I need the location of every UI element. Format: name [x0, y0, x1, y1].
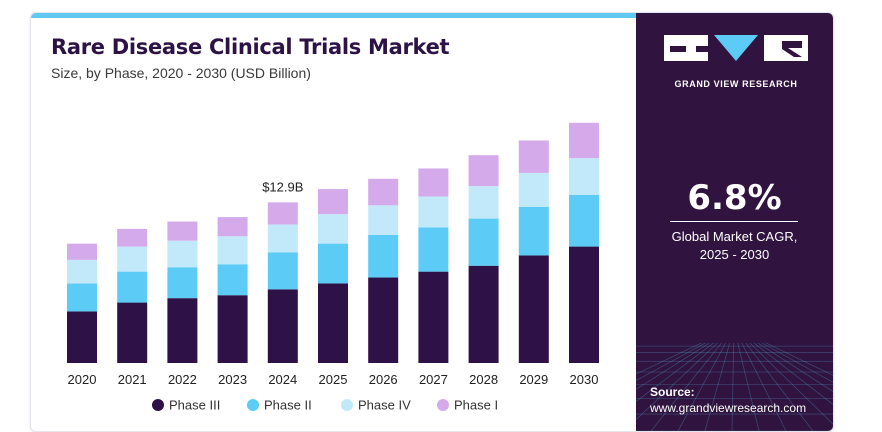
legend-marker-phase-ii — [247, 399, 259, 411]
bar-segment-phase-iii-2027 — [418, 271, 449, 363]
bar-segment-phase-iv-2025 — [318, 214, 348, 244]
bar-segment-phase-ii-2024 — [267, 252, 298, 290]
grid-deco-line — [745, 343, 814, 431]
grid-deco-line — [765, 343, 833, 376]
bar-segment-phase-iii-2030 — [569, 246, 599, 363]
grid-deco-line — [761, 343, 833, 383]
bar-segment-phase-iv-2028 — [468, 186, 499, 219]
bar-segment-phase-i-2028 — [468, 155, 499, 187]
bar-segment-phase-iii-2020 — [67, 311, 97, 363]
bar-segment-phase-iii-2029 — [518, 255, 549, 363]
bar-segment-phase-iii-2022 — [167, 298, 198, 363]
grid-deco-line — [704, 343, 731, 431]
bar-segment-phase-i-2021 — [117, 228, 148, 247]
cagr-label-line1: Global Market CAGR, — [671, 229, 798, 244]
x-tick-label: 2026 — [369, 372, 398, 387]
legend-marker-phase-i — [437, 399, 449, 411]
bar-segment-phase-ii-2021 — [117, 271, 148, 303]
cagr-value: 6.8% — [687, 178, 782, 218]
x-tick-label: 2024 — [268, 372, 297, 387]
chart-panel: Rare Disease Clinical Trials Market Size… — [31, 13, 636, 431]
cagr-divider — [670, 221, 798, 222]
bar-segment-phase-iv-2027 — [418, 196, 449, 228]
grid-deco-line — [636, 343, 714, 403]
bar-segment-phase-iii-2028 — [468, 265, 499, 363]
grid-deco-line — [753, 343, 833, 406]
bar-segment-phase-i-2029 — [518, 140, 549, 173]
bar-segment-phase-iv-2023 — [217, 236, 248, 265]
bar-segment-phase-iv-2024 — [267, 224, 298, 253]
brand-name: GRAND VIEW RESEARCH — [674, 79, 798, 89]
cagr-label: Global Market CAGR, 2025 - 2030 — [636, 228, 833, 264]
bar-segment-phase-iv-2022 — [167, 240, 198, 268]
bar-segment-phase-ii-2025 — [318, 243, 348, 284]
perspective-grid-decoration — [636, 343, 833, 431]
bar-segment-phase-i-2024 — [267, 202, 298, 225]
info-sidebar: GRAND VIEW RESEARCH 6.8% Global Market C… — [636, 13, 833, 431]
grid-deco-line — [636, 343, 706, 382]
bar-segment-phase-ii-2020 — [67, 283, 97, 312]
bar-segment-phase-iv-2021 — [117, 246, 148, 272]
bar-segment-phase-i-2026 — [368, 178, 399, 206]
grid-deco-line — [731, 343, 735, 431]
bar-segment-phase-iv-2026 — [368, 205, 399, 235]
bar-segment-phase-i-2023 — [217, 217, 248, 237]
x-tick-label: 2030 — [570, 372, 599, 387]
legend-marker-phase-iv — [341, 399, 353, 411]
legend-marker-phase-iii — [152, 399, 164, 411]
bar-segment-phase-iv-2020 — [67, 259, 97, 284]
bar-segment-phase-iii-2024 — [267, 289, 298, 363]
bar-segment-phase-iii-2026 — [368, 277, 399, 363]
grid-deco-line — [741, 343, 787, 431]
legend-label-phase-ii: Phase II — [264, 398, 312, 413]
chart-title: Rare Disease Clinical Trials Market — [51, 35, 450, 59]
grid-deco-line — [636, 343, 710, 390]
grid-deco-line — [636, 343, 718, 421]
grid-deco-line — [677, 343, 726, 431]
data-label-annotation: $12.9B — [262, 179, 303, 194]
bar-segment-phase-iii-2023 — [217, 295, 248, 363]
stacked-bar-chart: 2020 2021 2022 2023 2024 $12.9B 2025 2026 2027 20… — [67, 122, 599, 413]
x-tick-label: 2021 — [118, 372, 147, 387]
bar-segment-phase-ii-2029 — [518, 206, 549, 256]
grid-deco-line — [650, 343, 722, 431]
grand-view-research-logo: GRAND VIEW RESEARCH — [664, 35, 808, 89]
bar-segment-phase-ii-2030 — [569, 195, 599, 247]
x-tick-label: 2022 — [168, 372, 197, 387]
bar-segment-phase-i-2030 — [569, 122, 599, 159]
legend-label-phase-i: Phase I — [454, 398, 498, 413]
x-tick-label: 2023 — [218, 372, 247, 387]
x-tick-label: 2027 — [419, 372, 448, 387]
bar-segment-phase-iv-2030 — [569, 158, 599, 195]
bar-segment-phase-ii-2028 — [468, 218, 499, 266]
bar-segment-phase-i-2022 — [167, 221, 198, 241]
bar-segment-phase-i-2025 — [318, 189, 348, 215]
bar-segment-phase-iii-2025 — [318, 283, 348, 363]
x-tick-label: 2020 — [68, 372, 97, 387]
legend-label-phase-iii: Phase III — [169, 398, 220, 413]
cagr-label-line2: 2025 - 2030 — [699, 247, 770, 262]
chart-subtitle: Size, by Phase, 2020 - 2030 (USD Billion… — [51, 65, 311, 81]
source-link[interactable]: www.grandviewresearch.com — [650, 401, 807, 415]
bar-segment-phase-ii-2027 — [418, 227, 449, 272]
grid-deco-line — [737, 343, 760, 431]
grid-deco-line — [636, 343, 702, 375]
x-tick-label: 2025 — [319, 372, 348, 387]
chart-card: Rare Disease Clinical Trials Market Size… — [30, 12, 834, 432]
bar-segment-phase-iv-2029 — [518, 172, 549, 207]
x-tick-label: 2029 — [519, 372, 548, 387]
bar-segment-phase-iii-2021 — [117, 302, 148, 363]
bar-segment-phase-ii-2026 — [368, 234, 399, 278]
bar-segment-phase-ii-2023 — [217, 264, 248, 296]
legend-label-phase-iv: Phase IV — [358, 398, 411, 413]
logo-mark-icon — [664, 35, 808, 61]
bar-segment-phase-i-2027 — [418, 168, 449, 197]
accent-bar — [31, 13, 636, 18]
grid-deco-line — [749, 343, 833, 425]
bar-segment-phase-ii-2022 — [167, 267, 198, 299]
x-tick-label: 2028 — [469, 372, 498, 387]
bar-segment-phase-i-2020 — [67, 243, 97, 260]
source-label: Source: — [650, 385, 695, 399]
grid-deco-line — [757, 343, 833, 393]
